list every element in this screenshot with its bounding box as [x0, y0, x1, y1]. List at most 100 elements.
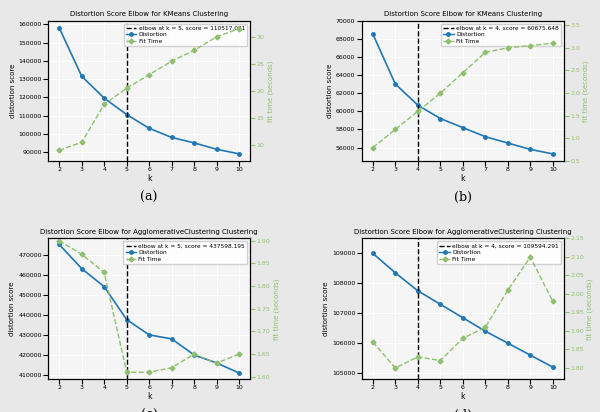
Line: Distortion: Distortion [58, 243, 241, 375]
Distortion [191, 353, 198, 358]
Distortion [101, 284, 108, 289]
X-axis label: k: k [461, 392, 465, 401]
Fit Time [527, 255, 534, 260]
Y-axis label: fit time (seconds): fit time (seconds) [267, 60, 274, 122]
Distortion [482, 134, 489, 139]
Fit Time [146, 370, 153, 375]
Fit Time [168, 365, 175, 370]
Fit Time [504, 45, 511, 50]
Fit Time [78, 140, 85, 145]
Fit Time [369, 145, 376, 150]
Distortion [504, 341, 511, 346]
Line: Fit Time: Fit Time [58, 27, 241, 152]
Distortion [459, 315, 466, 320]
Line: Distortion: Distortion [58, 26, 241, 156]
Fit Time [56, 238, 63, 243]
Fit Time [213, 34, 220, 39]
Distortion [146, 332, 153, 337]
Distortion [369, 32, 376, 37]
Fit Time [437, 91, 444, 96]
Distortion [56, 26, 63, 30]
Distortion [168, 337, 175, 342]
Fit Time [123, 370, 130, 375]
Distortion [123, 112, 130, 117]
Distortion [123, 317, 130, 322]
Fit Time [236, 26, 243, 31]
Fit Time [123, 86, 130, 91]
Fit Time [527, 43, 534, 48]
Distortion [549, 152, 556, 157]
Fit Time [482, 50, 489, 55]
Fit Time [146, 72, 153, 77]
Fit Time [549, 41, 556, 46]
Fit Time [168, 59, 175, 63]
Distortion [437, 302, 444, 307]
Distortion [414, 288, 421, 293]
Distortion [369, 251, 376, 256]
Text: (b): (b) [454, 191, 472, 204]
Distortion [168, 135, 175, 140]
Fit Time [414, 354, 421, 359]
Legend: elbow at k = 4, score = 109594.291, Distortion, Fit Time: elbow at k = 4, score = 109594.291, Dist… [437, 241, 561, 264]
X-axis label: k: k [461, 174, 465, 183]
Fit Time [392, 127, 399, 132]
Fit Time [549, 299, 556, 304]
Y-axis label: distortion score: distortion score [10, 64, 16, 118]
Line: Distortion: Distortion [371, 252, 554, 369]
Text: (c): (c) [141, 409, 158, 412]
Distortion [213, 360, 220, 365]
Fit Time [213, 360, 220, 365]
Text: (d): (d) [454, 409, 472, 412]
Fit Time [101, 102, 108, 107]
Distortion [191, 140, 198, 145]
Fit Time [101, 270, 108, 275]
Fit Time [78, 252, 85, 257]
Fit Time [191, 48, 198, 53]
Legend: elbow at k = 5, score = 110517.031, Distortion, Fit Time: elbow at k = 5, score = 110517.031, Dist… [124, 23, 247, 47]
Fit Time [369, 339, 376, 344]
Distortion [56, 242, 63, 247]
Distortion [101, 96, 108, 101]
Distortion [504, 140, 511, 145]
Distortion [437, 116, 444, 121]
Text: (a): (a) [140, 191, 158, 204]
Fit Time [459, 70, 466, 75]
Fit Time [191, 351, 198, 356]
Distortion [236, 370, 243, 375]
Fit Time [482, 325, 489, 330]
Line: Fit Time: Fit Time [58, 239, 241, 374]
Line: Fit Time: Fit Time [371, 255, 554, 370]
Distortion [213, 147, 220, 152]
Distortion [392, 270, 399, 275]
Title: Distortion Score Elbow for KMeans Clustering: Distortion Score Elbow for KMeans Cluste… [70, 12, 228, 17]
Title: Distortion Score Elbow for KMeans Clustering: Distortion Score Elbow for KMeans Cluste… [384, 12, 542, 17]
Fit Time [437, 358, 444, 363]
Distortion [527, 353, 534, 358]
Y-axis label: distortion score: distortion score [327, 64, 333, 118]
X-axis label: k: k [147, 392, 151, 401]
Fit Time [56, 148, 63, 153]
Fit Time [392, 365, 399, 370]
X-axis label: k: k [147, 174, 151, 183]
Distortion [392, 82, 399, 87]
Fit Time [414, 109, 421, 114]
Fit Time [236, 351, 243, 356]
Distortion [482, 329, 489, 334]
Distortion [78, 266, 85, 271]
Line: Distortion: Distortion [371, 33, 554, 156]
Distortion [146, 126, 153, 131]
Fit Time [504, 288, 511, 293]
Line: Fit Time: Fit Time [371, 42, 554, 149]
Legend: elbow at k = 5, score = 437598.195, Distortion, Fit Time: elbow at k = 5, score = 437598.195, Dist… [123, 241, 247, 264]
Distortion [527, 147, 534, 152]
Distortion [236, 151, 243, 156]
Distortion [414, 103, 421, 108]
Fit Time [459, 336, 466, 341]
Y-axis label: fit time (seconds): fit time (seconds) [583, 60, 589, 122]
Title: Distortion Score Elbow for AgglomerativeClustering Clustering: Distortion Score Elbow for Agglomerative… [40, 229, 258, 235]
Distortion [78, 74, 85, 79]
Distortion [549, 365, 556, 370]
Title: Distortion Score Elbow for AgglomerativeClustering Clustering: Distortion Score Elbow for Agglomerative… [354, 229, 572, 235]
Y-axis label: fit time (seconds): fit time (seconds) [587, 278, 593, 339]
Distortion [459, 125, 466, 130]
